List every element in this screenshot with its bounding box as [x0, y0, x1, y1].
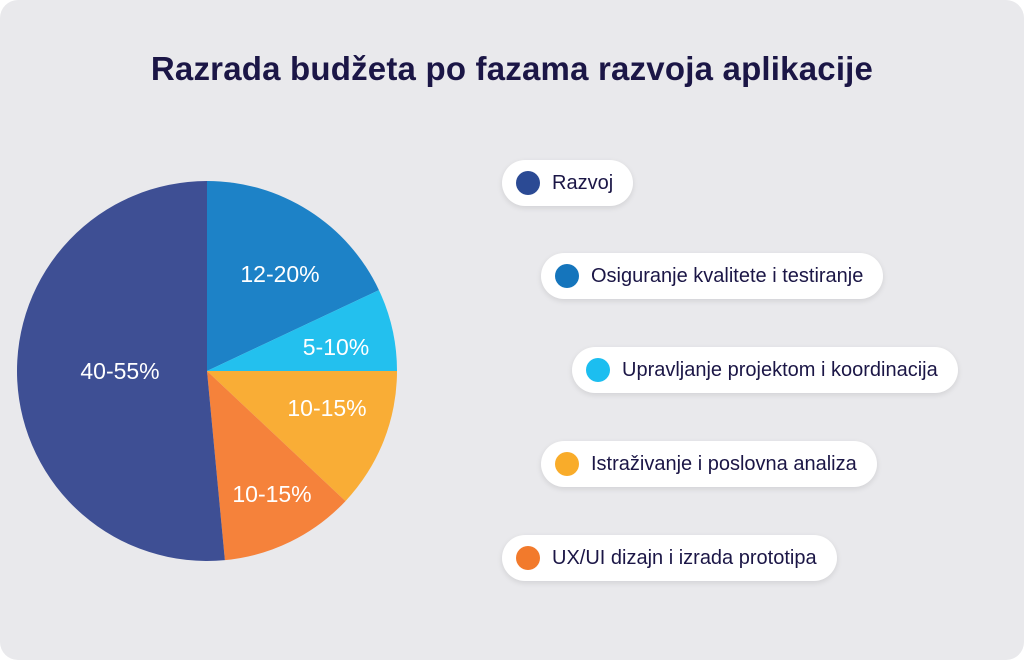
pie-slice-4	[207, 371, 397, 502]
legend-item-razvoj: Razvoj	[502, 160, 634, 206]
legend-label: UX/UI dizajn i izrada prototipa	[552, 546, 817, 569]
legend-item-qa-testing: Osiguranje kvalitete i testiranje	[541, 253, 884, 299]
legend-item-project-management: Upravljanje projektom i koordinacija	[572, 347, 958, 393]
legend-swatch	[516, 171, 540, 195]
pie-slice-label: 10-15%	[232, 481, 311, 507]
pie-slice-label: 10-15%	[287, 395, 366, 421]
legend-label: Upravljanje projektom i koordinacija	[622, 358, 938, 381]
pie-slice-3	[207, 290, 397, 371]
legend-item-ux-ui: UX/UI dizajn i izrada prototipa	[502, 535, 837, 581]
legend-swatch	[516, 546, 540, 570]
legend-swatch	[555, 264, 579, 288]
pie-slice-label: 5-10%	[303, 334, 369, 360]
legend-item-research-analysis: Istraživanje i poslovna analiza	[541, 441, 877, 487]
legend-swatch	[555, 452, 579, 476]
legend-label: Osiguranje kvalitete i testiranje	[591, 264, 864, 287]
pie-slice-label: 12-20%	[240, 261, 319, 287]
legend-label: Istraživanje i poslovna analiza	[591, 452, 857, 475]
legend-label: Razvoj	[552, 171, 614, 194]
pie-slice-1	[17, 181, 225, 561]
chart-title: Razrada budžeta po fazama razvoja aplika…	[150, 50, 874, 87]
pie-slice-label: 40-55%	[80, 358, 159, 384]
pie-slice-2	[207, 181, 379, 371]
legend-swatch	[586, 358, 610, 382]
pie-slice-5	[207, 371, 346, 561]
